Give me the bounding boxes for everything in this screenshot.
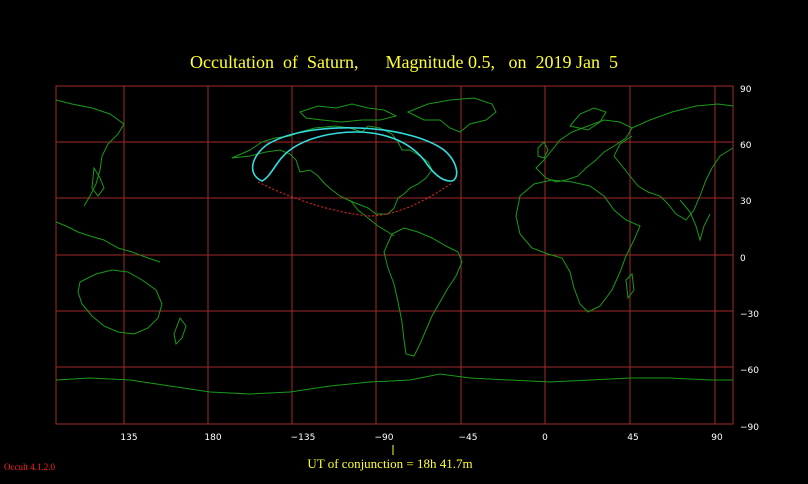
- coast-new-zealand: [173, 316, 187, 346]
- y-tick-label: −90: [740, 423, 759, 433]
- x-tick-label: 45: [627, 433, 638, 443]
- x-axis-ticks: 135 180 −135 −90 −45 0 45 90: [120, 433, 723, 443]
- x-tick-label: 180: [204, 433, 221, 443]
- coast-india: [679, 199, 711, 242]
- parallel-grid: [56, 141, 733, 368]
- y-tick-label: −60: [740, 366, 759, 376]
- y-tick-label: 30: [740, 197, 752, 207]
- y-tick-label: 0: [740, 254, 746, 264]
- conjunction-time-label: UT of conjunction = 18h 41.7m: [307, 456, 473, 471]
- y-tick-label: 60: [740, 141, 752, 151]
- coast-antarctica: [55, 373, 733, 395]
- coast-north-america: [231, 125, 433, 215]
- coast-europe: [535, 119, 633, 183]
- coast-africa: [515, 179, 641, 313]
- coast-australia: [77, 269, 163, 335]
- coast-scandinavia: [569, 107, 607, 131]
- x-tick-label: 90: [711, 433, 723, 443]
- coastlines: [55, 97, 734, 395]
- version-label: Occult 4.1.2.0: [4, 462, 55, 472]
- x-tick-label: −90: [375, 433, 394, 443]
- x-tick-label: −45: [459, 433, 478, 443]
- coast-britain: [537, 141, 549, 159]
- y-tick-label: −30: [740, 310, 759, 320]
- coast-madagascar: [625, 272, 635, 300]
- coast-central-america: [349, 199, 395, 237]
- x-tick-label: 0: [542, 433, 548, 443]
- y-tick-label: 90: [740, 85, 752, 95]
- map-title: Occultation of Saturn, Magnitude 0.5, on…: [190, 52, 618, 72]
- coast-japan: [91, 166, 105, 197]
- x-tick-label: 135: [120, 433, 137, 443]
- x-tick-label: −135: [291, 433, 316, 443]
- coast-asia: [55, 99, 734, 221]
- coast-arctic-islands: [299, 103, 398, 123]
- daylight-limit-curve: [257, 181, 453, 217]
- coast-south-america: [383, 227, 463, 357]
- coast-southeast-asia: [55, 221, 161, 263]
- coast-greenland: [406, 97, 497, 133]
- y-axis-ticks: 90 60 30 0 −30 −60 −90: [740, 85, 759, 433]
- visibility-boundary-curve: [251, 127, 458, 182]
